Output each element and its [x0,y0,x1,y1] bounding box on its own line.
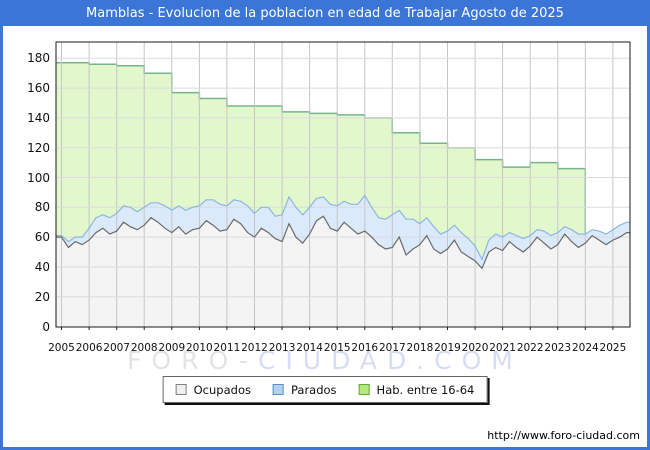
legend-swatch-icon [358,384,370,395]
legend-label: Hab. entre 16-64 [376,382,475,397]
legend-swatch-icon [272,384,284,395]
watermark-part1: FORO- [127,346,258,375]
chart-legend: Ocupados Parados Hab. entre 16-64 [162,376,488,403]
watermark: FORO-CIUDAD.COM [127,346,523,375]
legend-swatch-icon [175,384,187,395]
legend-item-parados: Parados [272,382,337,397]
watermark-part2: CIUDAD.COM [257,346,523,375]
legend-item-ocupados: Ocupados [175,382,251,397]
title-bar: Mamblas - Evolucion de la poblacion en e… [0,0,650,26]
page-title: Mamblas - Evolucion de la poblacion en e… [86,6,564,21]
footer-url-link[interactable]: http://www.foro-ciudad.com [487,429,640,442]
legend-item-hab-entre-16-64: Hab. entre 16-64 [358,382,475,397]
legend-label: Ocupados [193,382,251,397]
legend-label: Parados [290,382,337,397]
